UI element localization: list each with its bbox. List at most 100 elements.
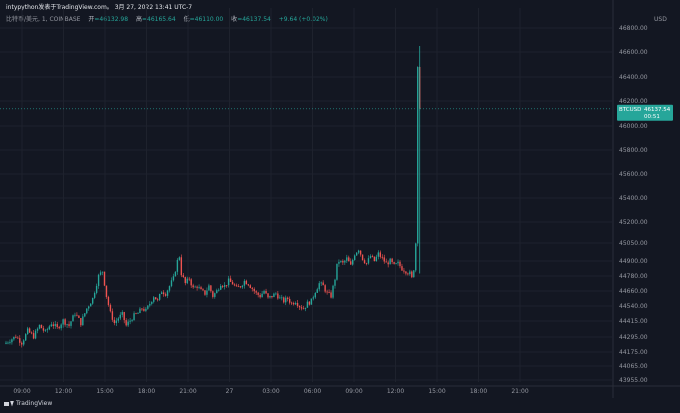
- candle-body: [251, 287, 253, 289]
- candle-body: [101, 271, 104, 273]
- candle-body: [328, 292, 330, 294]
- y-tick-label: 44415.00: [619, 318, 648, 325]
- candle-body: [285, 297, 287, 303]
- candle-body: [17, 337, 19, 339]
- candle-body: [253, 288, 255, 292]
- candle-body: [202, 289, 204, 291]
- candle-body: [401, 266, 403, 271]
- candle-body: [135, 313, 137, 315]
- change-value: +9.64 (+0.02%): [278, 16, 328, 23]
- candle-body: [50, 324, 53, 327]
- candle-body: [125, 320, 127, 326]
- candle-body: [377, 252, 380, 257]
- tradingview-logo: TradingView: [4, 400, 52, 407]
- candle-body: [32, 333, 35, 339]
- candle-body: [225, 285, 228, 286]
- candle-body: [208, 285, 210, 291]
- candle-body: [383, 257, 385, 262]
- candle-body: [141, 308, 143, 310]
- y-tick-label: 43955.00: [619, 377, 648, 384]
- candle-body: [235, 285, 238, 287]
- candle-body: [72, 315, 74, 322]
- candle-body: [273, 293, 275, 298]
- candle-body: [407, 273, 409, 275]
- candle-body: [40, 324, 43, 329]
- candle-body: [352, 259, 354, 265]
- candle-body: [170, 280, 173, 287]
- candle-body: [76, 314, 78, 316]
- high-label: 高: [135, 16, 142, 23]
- candle-body: [25, 334, 27, 341]
- candle-body: [415, 243, 417, 271]
- candle-body: [160, 292, 163, 294]
- y-tick-label: 46800.00: [619, 25, 648, 32]
- candle-body: [15, 336, 17, 338]
- candle-body: [143, 308, 145, 311]
- x-tick-label: 06:00: [304, 388, 321, 395]
- candle-body: [411, 271, 413, 278]
- candle-body: [198, 287, 200, 289]
- candle-body: [206, 290, 208, 295]
- close-label: 收: [231, 16, 238, 23]
- candle-body: [239, 286, 242, 288]
- candle-body: [174, 271, 177, 277]
- candle-body: [373, 256, 376, 262]
- candle-body: [355, 252, 358, 256]
- candle-body: [196, 286, 198, 288]
- candle-body: [147, 305, 149, 309]
- tradingview-logo-icon: [4, 401, 14, 407]
- candle-body: [294, 303, 297, 305]
- candle-body: [395, 263, 397, 265]
- candle-body: [363, 260, 366, 264]
- candle-body: [316, 289, 318, 293]
- candle-body: [389, 258, 391, 265]
- candle-body: [121, 312, 123, 315]
- candle-body: [375, 256, 378, 262]
- candle-body: [210, 285, 212, 292]
- candle-body: [48, 326, 51, 330]
- candle-body: [58, 327, 60, 329]
- y-tick-label: 44065.00: [619, 363, 648, 370]
- candle-body: [361, 254, 364, 261]
- candle-body: [80, 318, 82, 326]
- candle-body: [332, 285, 334, 298]
- x-tick-label: 27: [226, 388, 234, 395]
- y-tick-label: 45200.00: [619, 219, 648, 226]
- candle-body: [353, 255, 356, 260]
- candle-body: [292, 303, 295, 305]
- candle-body: [56, 324, 58, 328]
- candle-body: [229, 278, 232, 282]
- candle-body: [26, 328, 29, 335]
- candle-body: [399, 261, 401, 267]
- candle-body: [68, 324, 70, 326]
- tradingview-logo-text: TradingView: [16, 400, 53, 407]
- chart-header-title: intypython发表于TradingView.com。 3月 27, 202…: [6, 4, 193, 11]
- candle-body: [176, 259, 179, 272]
- candle-body: [11, 339, 13, 343]
- candle-body: [393, 262, 395, 264]
- candle-body: [247, 284, 250, 286]
- y-tick-label: 46400.00: [619, 74, 648, 81]
- candle-body: [145, 308, 147, 311]
- candle-body: [344, 260, 346, 263]
- candle-body: [70, 321, 72, 326]
- candle-body: [127, 321, 129, 326]
- candle-body: [318, 283, 320, 290]
- candle-body: [52, 324, 54, 327]
- candle-body: [381, 256, 383, 258]
- candle-body: [263, 291, 265, 294]
- candle-body: [220, 285, 222, 290]
- candle-body: [93, 292, 96, 298]
- candle-body: [348, 257, 350, 262]
- y-tick-label: 44900.00: [619, 258, 648, 265]
- candle-body: [88, 306, 90, 309]
- y-tick-label: 44780.00: [619, 273, 648, 280]
- candle-body: [288, 298, 291, 303]
- candle-body: [223, 285, 226, 287]
- candle-body: [9, 342, 11, 344]
- candle-body: [241, 285, 244, 288]
- candle-body: [287, 297, 289, 299]
- candle-body: [82, 316, 84, 326]
